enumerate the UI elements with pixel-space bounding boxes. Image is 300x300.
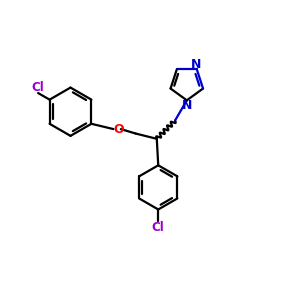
Text: N: N: [182, 99, 193, 112]
Text: N: N: [191, 58, 201, 70]
Text: O: O: [113, 123, 124, 136]
Text: Cl: Cl: [32, 81, 44, 94]
Text: Cl: Cl: [152, 220, 165, 234]
